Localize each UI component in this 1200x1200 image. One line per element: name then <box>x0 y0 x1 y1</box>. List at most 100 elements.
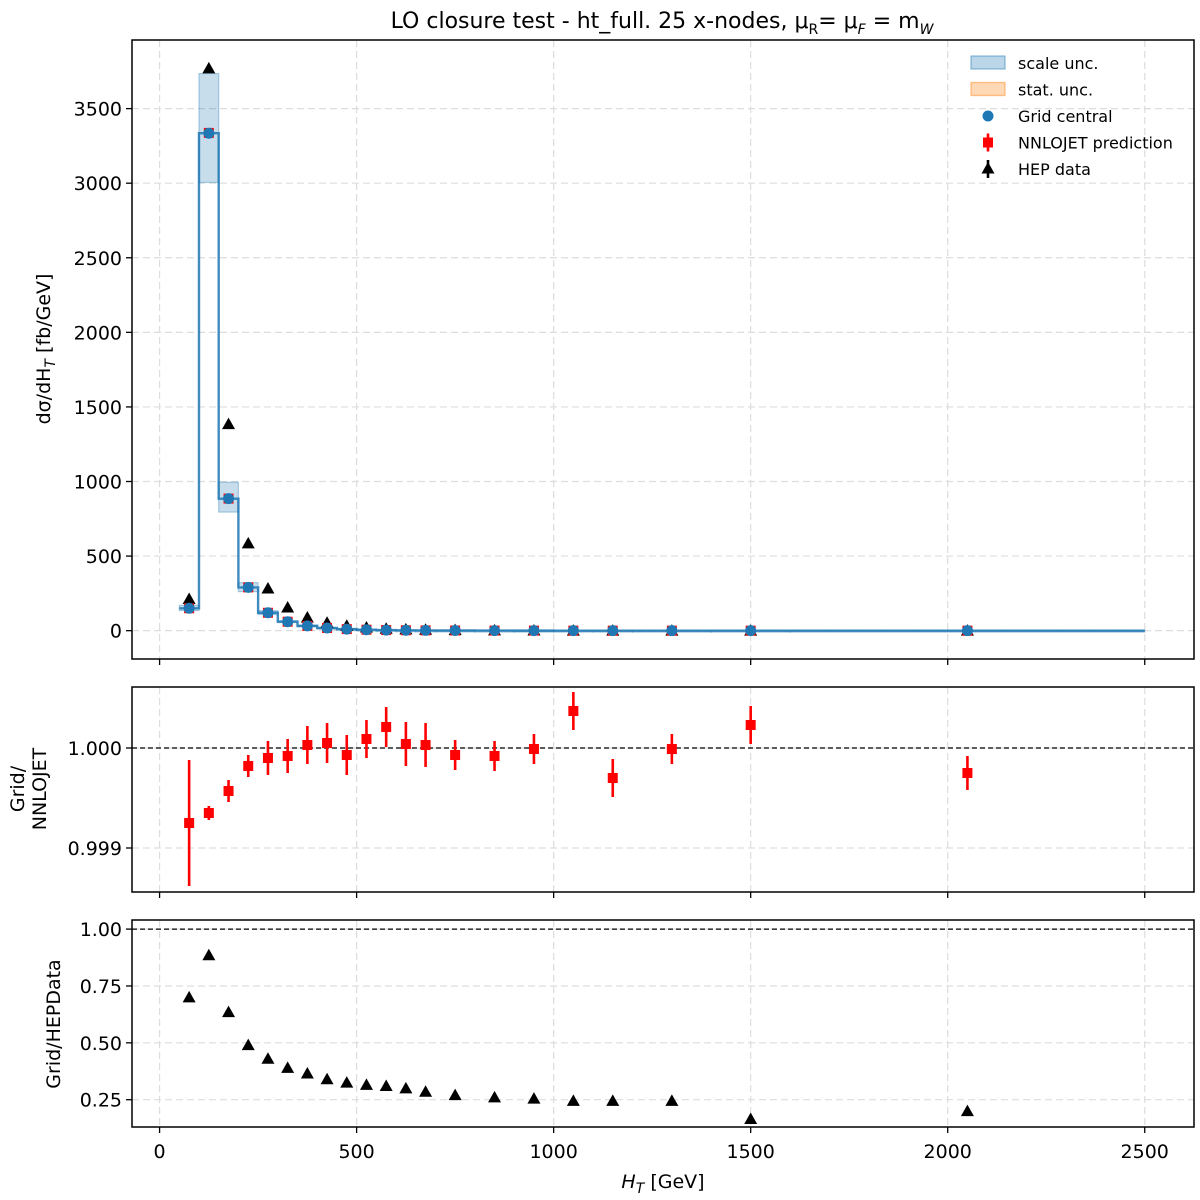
grid-central-point-20 <box>961 625 973 637</box>
ratio-hep-point-11 <box>399 1081 413 1094</box>
main-y-ticks: 0 500 1000 1500 2000 2500 3000 3500 <box>74 99 132 643</box>
ratio-hep-point-15 <box>527 1092 541 1104</box>
main-x-ticks <box>158 659 1146 665</box>
hep-data-point-0 <box>182 592 196 605</box>
ratio-nnlojet-point-12 <box>420 740 431 750</box>
main-y-tick-label-0: 0 <box>110 621 122 643</box>
x-tick-label-2500: 2500 <box>1121 1141 1169 1163</box>
ratio-hep-point-3 <box>241 1038 255 1051</box>
grid-central-point-0 <box>183 602 195 614</box>
ratio-hep-point-6 <box>300 1067 314 1079</box>
ratio-nnlojet-point-18 <box>666 744 677 754</box>
ratio-nnlojet-point-14 <box>489 751 500 761</box>
x-tick-label-2000: 2000 <box>924 1141 972 1163</box>
grid-central-point-19 <box>745 625 757 637</box>
legend-label-0: scale unc. <box>1018 54 1098 73</box>
grid-central-point-17 <box>607 625 619 637</box>
ratio-nnlojet-point-7 <box>322 738 333 748</box>
ratio-hep-frame <box>131 919 1195 1128</box>
hep-data-point-3 <box>241 536 255 549</box>
x-tick-label-500: 500 <box>338 1141 374 1163</box>
ratio-nnlojet-point-1 <box>203 808 214 818</box>
grid-central-point-18 <box>666 625 678 637</box>
grid-central-point-2 <box>223 493 235 505</box>
ratio-hep-y-axis-label: Grid/HEPData <box>43 959 65 1088</box>
ratio-nnlojet-point-15 <box>528 744 539 754</box>
r2-y-tick-label-0: 0.25 <box>80 1090 122 1112</box>
r1-y-tick-label-0: 0.999 <box>68 838 122 860</box>
legend: scale unc. stat. unc. Grid central NNLOJET … <box>970 54 1173 179</box>
ratio-hep-point-2 <box>222 1005 236 1018</box>
grid-central-point-5 <box>282 616 294 628</box>
legend-label-2: Grid central <box>1018 107 1113 126</box>
legend-label-1: stat. unc. <box>1018 81 1093 100</box>
grid-central-point-14 <box>489 625 501 637</box>
ratio-nnlojet-point-19 <box>745 720 756 730</box>
grid-central-point-4 <box>262 607 274 619</box>
ratio-hep-point-13 <box>448 1088 462 1101</box>
ratio-hep-point-7 <box>320 1072 334 1085</box>
ratio-hep-point-14 <box>488 1090 502 1103</box>
ratio-nnlojet-point-20 <box>962 768 973 778</box>
ratio-nnlojet-panel: 0.999 1.000 Grid/ NNLOJET <box>7 686 1195 898</box>
ratio-hep-point-10 <box>379 1079 393 1092</box>
main-y-tick-label-6: 3000 <box>74 173 122 195</box>
main-panel-frame <box>131 39 1195 660</box>
ratio-nnlojet-point-4 <box>262 753 273 763</box>
ratio-nnlojet-point-11 <box>400 739 411 749</box>
main-panel: 0 500 1000 1500 2000 2500 3000 3500 dσ/dHT [fb/… <box>33 39 1195 665</box>
main-y-tick-label-7: 3500 <box>74 99 122 121</box>
legend-swatch-3 <box>983 137 993 148</box>
legend-swatch-0 <box>970 55 1006 70</box>
ratio-nnlojet-point-5 <box>282 751 293 761</box>
main-markers <box>182 61 974 637</box>
hep-data-point-2 <box>222 417 236 430</box>
ratio-hep-point-19 <box>744 1112 758 1125</box>
ratio-nnlojet-point-2 <box>223 786 234 796</box>
ratio-hep-point-0 <box>182 990 196 1003</box>
hep-data-point-6 <box>300 611 314 623</box>
grid-central-point-7 <box>321 622 333 634</box>
ratio-hep-point-16 <box>566 1094 580 1106</box>
ratio-nnlojet-point-8 <box>341 750 352 760</box>
ratio-nnlojet-x-ticks <box>158 892 1146 898</box>
ratio-hep-point-4 <box>261 1052 275 1064</box>
main-y-tick-label-3: 1500 <box>74 397 122 419</box>
r2-y-tick-label-2: 0.75 <box>80 976 122 998</box>
main-y-tick-label-1: 500 <box>86 546 122 568</box>
grid-central-point-6 <box>301 620 313 632</box>
main-y-tick-label-5: 2500 <box>74 248 122 270</box>
ratio-hep-panel: 0.25 0.50 0.75 1.00 0 500 1000 1500 2000 2500 Gr… <box>43 919 1195 1163</box>
ratio-nnlojet-point-10 <box>381 722 392 732</box>
main-y-tick-label-4: 2000 <box>74 322 122 344</box>
ratio-nnlojet-point-9 <box>361 734 372 744</box>
x-axis-label: HT [GeV] <box>621 1171 704 1197</box>
hep-data-point-4 <box>261 581 275 594</box>
grid-central-point-12 <box>420 624 432 636</box>
ratio-nnlojet-point-16 <box>568 706 579 716</box>
ratio-hep-point-12 <box>419 1085 433 1097</box>
grid-central-point-1 <box>203 127 215 139</box>
x-tick-label-1500: 1500 <box>726 1141 774 1163</box>
grid-central-point-10 <box>380 624 392 636</box>
ratio-nnlojet-frame <box>131 686 1195 893</box>
grid-central-point-8 <box>341 623 353 635</box>
grid-central-point-9 <box>360 624 372 636</box>
legend-label-4: HEP data <box>1018 160 1091 179</box>
ratio-hep-x-ticks: 0 500 1000 1500 2000 2500 <box>154 1127 1169 1163</box>
r2-y-tick-label-1: 0.50 <box>80 1033 122 1055</box>
ratio-nnlojet-point-3 <box>243 761 254 771</box>
ratio-hep-point-8 <box>340 1076 354 1088</box>
ratio-hep-markers <box>182 948 974 1125</box>
ratio-hep-point-17 <box>606 1094 620 1106</box>
ratio-nnlojet-markers <box>184 692 973 886</box>
ratio-nnlojet-point-0 <box>184 818 195 828</box>
ratio-hep-point-18 <box>665 1094 679 1106</box>
main-y-axis-label: dσ/dHT [fb/GeV] <box>33 274 59 425</box>
ratio-hep-point-1 <box>202 948 216 961</box>
grid-central-point-16 <box>567 625 579 637</box>
r2-y-tick-label-3: 1.00 <box>80 919 122 941</box>
ratio-hep-point-5 <box>281 1061 295 1073</box>
grid-central-point-13 <box>449 625 461 637</box>
